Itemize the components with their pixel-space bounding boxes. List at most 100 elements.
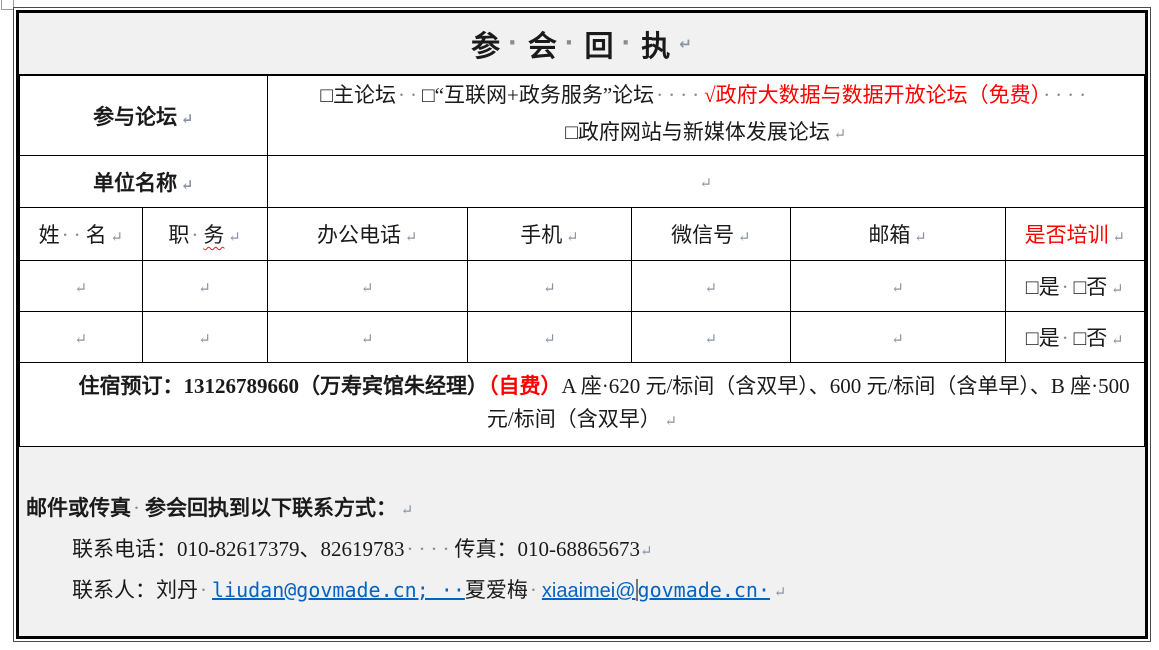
empty-input-cell[interactable]: ↵ — [141, 260, 268, 312]
text-segment: 办公电话 — [316, 223, 401, 247]
text-segment: 邮箱 — [868, 223, 911, 247]
header-name: 姓··名 ↵ — [19, 207, 143, 261]
attendee-row-1: ↵ ↵ ↵ ↵ ↵ ↵ □是·□否 ↵ — [19, 260, 1145, 312]
checkbox-training-no[interactable]: □否 — [1073, 326, 1108, 350]
text-segment: ↵ — [679, 35, 693, 53]
text-segment: ↵ — [106, 230, 123, 246]
text-segment: 姓 — [38, 223, 60, 247]
text-segment: ↵ — [543, 280, 556, 297]
header-mobile: 手机 ↵ — [466, 207, 633, 261]
text-segment: · — [621, 27, 637, 59]
empty-input-cell[interactable]: ↵ — [266, 311, 468, 363]
header-email: 邮箱 ↵ — [789, 207, 1006, 261]
text-segment: ↵ — [891, 331, 904, 348]
empty-input-cell[interactable]: ↵ — [466, 260, 633, 312]
checked-bigdata-open-forum: √政府大数据与数据开放论坛（免费） — [704, 83, 1042, 107]
text-segment: ↵ — [198, 331, 211, 348]
empty-input-cell[interactable]: ↵ — [141, 311, 268, 363]
form-frame: 参 · 会 · 回 · 执 ↵ 参与论坛 ↵ □主论坛··□“互联网+政务服务”论坛····… — [13, 7, 1151, 642]
text-segment: ↵ — [543, 331, 556, 348]
unit-name-label: 单位名称 ↵ — [19, 155, 268, 208]
hotel-booking-cell: 住宿预订：13126789660（万寿宾馆朱经理）（自费）A 座·620 元/标… — [19, 362, 1145, 447]
checkbox-internet-gov-forum[interactable]: □“互联网+政务服务”论坛 — [422, 83, 655, 107]
checkbox-training-no[interactable]: □否 — [1073, 275, 1108, 299]
text-segment: · — [191, 223, 204, 247]
text-segment: ↵ — [704, 331, 718, 348]
training-choice-cell[interactable]: □是·□否 ↵ — [1004, 311, 1145, 363]
text-segment: ···· — [656, 83, 705, 107]
text-segment: ↵ — [397, 503, 414, 519]
text-segment: ↵ — [891, 280, 904, 297]
empty-input-cell[interactable]: ↵ — [19, 311, 143, 363]
text-segment: ↵ — [74, 331, 88, 348]
empty-input-cell[interactable]: ↵ — [631, 311, 791, 363]
text-segment: 夏爱梅 — [464, 578, 528, 602]
text-segment: ↵ — [910, 230, 927, 246]
empty-input-cell[interactable]: ↵ — [789, 260, 1006, 312]
text-segment: ↵ — [699, 176, 713, 192]
text-segment: 名 — [85, 223, 107, 247]
text-segment: A 座·620 元/标间（含双早）、600 元/标间（含单早）、B 座·500 … — [486, 374, 1130, 431]
checkbox-training-yes[interactable]: □是 — [1025, 275, 1060, 299]
forum-options-line1[interactable]: □主论坛··□“互联网+政务服务”论坛····√政府大数据与数据开放论坛（免费）… — [270, 77, 1143, 114]
text-segment: ···· — [1043, 83, 1092, 107]
form-title: 参 · 会 · 回 · 执 ↵ — [19, 13, 1145, 75]
text-segment: ↵ — [198, 280, 211, 297]
text-segment: · — [508, 27, 523, 59]
text-segment: ↵ — [1108, 230, 1125, 246]
text-segment: 联系电话：010-82617379、82619783 — [72, 537, 405, 561]
text-segment: ···· — [406, 537, 455, 561]
footer-heading: 邮件或传真·参会回执到以下联系方式： ↵ — [26, 493, 1137, 526]
xiaaimei-email-link[interactable]: xiaaimei@ — [541, 580, 636, 602]
text-segment: 参会回执到以下联系方式： — [145, 496, 397, 520]
text-segment: 单位名称 — [93, 170, 178, 195]
text-segment: · — [1061, 275, 1074, 299]
text-segment: 参与论坛 — [93, 104, 178, 129]
text-segment: 执 — [641, 30, 672, 63]
text-segment: · — [529, 578, 542, 602]
text-segment: 联系人：刘丹 — [72, 578, 198, 602]
text-segment: （自费） — [487, 374, 562, 398]
text-segment: · — [200, 578, 212, 602]
checkbox-website-newmedia-forum[interactable]: □政府网站与新媒体发展论坛 — [565, 120, 830, 144]
text-segment: ↵ — [660, 414, 678, 430]
text-segment: ·· — [398, 83, 422, 107]
text-segment: · — [564, 27, 580, 59]
form-frame-inner: 参 · 会 · 回 · 执 ↵ 参与论坛 ↵ □主论坛··□“互联网+政务服务”论坛····… — [16, 10, 1148, 639]
unit-name-value-cell[interactable]: ↵ — [266, 155, 1145, 208]
contact-person-line: 联系人：刘丹·liudan@govmade.cn; ··夏爱梅·xiaaimei… — [26, 575, 1137, 608]
text-segment: · — [1061, 326, 1074, 350]
contact-section: 邮件或传真·参会回执到以下联系方式： ↵ 联系电话：010-82617379、8… — [19, 447, 1145, 636]
empty-input-cell[interactable]: ↵ — [19, 260, 143, 312]
empty-input-cell[interactable]: ↵ — [266, 260, 468, 312]
text-segment: 会 — [527, 30, 558, 63]
text-segment: 职 — [168, 223, 190, 247]
empty-input-cell[interactable]: ↵ — [466, 311, 633, 363]
empty-input-cell[interactable]: ↵ — [631, 260, 791, 312]
xiaaimei-email-link-tail[interactable]: govmade.cn· — [637, 578, 770, 602]
text-segment: 手机 — [520, 223, 563, 247]
text-segment: 住宿预订：13126789660（万寿宾馆朱经理） — [78, 374, 488, 398]
checkbox-main-forum[interactable]: □主论坛 — [320, 83, 396, 107]
reply-form-table: 参与论坛 ↵ □主论坛··□“互联网+政务服务”论坛····√政府大数据与数据开… — [19, 75, 1145, 447]
contact-phone-line: 联系电话：010-82617379、82619783····传真：010-688… — [26, 534, 1137, 567]
text-segment: ↵ — [639, 544, 653, 560]
checkbox-training-yes[interactable]: □是 — [1025, 326, 1060, 350]
forum-options-line2[interactable]: □政府网站与新媒体发展论坛 ↵ — [270, 114, 1143, 154]
text-segment: 务 — [203, 223, 225, 247]
text-segment: · — [133, 496, 145, 520]
liudan-email-link[interactable]: liudan@govmade.cn; ·· — [212, 578, 465, 602]
forum-options-cell: □主论坛··□“互联网+政务服务”论坛····√政府大数据与数据开放论坛（免费）… — [266, 75, 1145, 156]
text-segment: ↵ — [1107, 333, 1124, 349]
forum-row-label: 参与论坛 ↵ — [19, 75, 268, 156]
text-segment: ↵ — [400, 230, 418, 246]
training-choice-cell[interactable]: □是·□否 ↵ — [1004, 260, 1145, 312]
text-segment: ↵ — [770, 585, 787, 601]
text-segment: 是否培训 — [1024, 223, 1109, 247]
header-wechat: 微信号 ↵ — [631, 207, 791, 261]
table-select-handle[interactable] — [1, 0, 14, 10]
text-segment: ↵ — [74, 280, 88, 297]
empty-input-cell[interactable]: ↵ — [789, 311, 1006, 363]
text-segment: 邮件或传真 — [26, 496, 131, 520]
